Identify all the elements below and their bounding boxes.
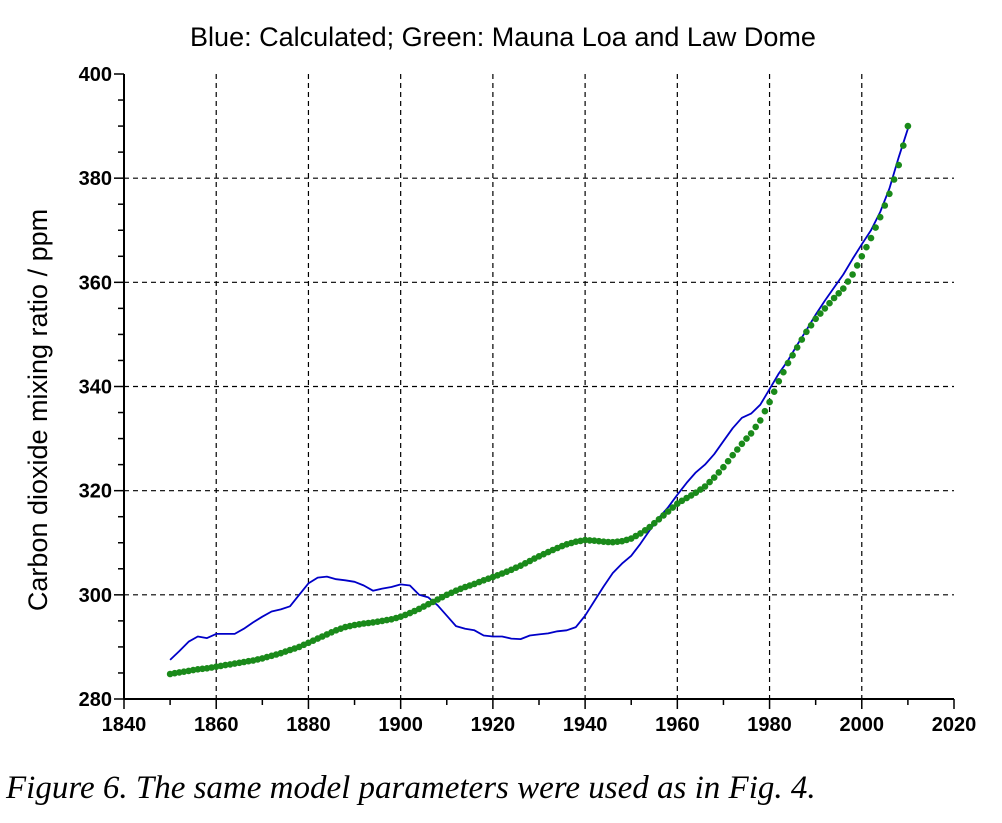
observed-data-point: [849, 271, 856, 278]
observed-data-point: [660, 512, 667, 519]
observed-data-point: [743, 435, 750, 442]
observed-data-point: [641, 527, 649, 534]
observed-data-point: [798, 336, 806, 343]
observed-data-point: [766, 398, 773, 406]
y-tick-label: 320: [79, 481, 112, 503]
observed-data-point: [858, 252, 866, 260]
calculated-series-line: [169, 128, 909, 661]
x-tick-label: 1880: [286, 714, 331, 736]
x-tick-label: 1860: [194, 714, 239, 736]
observed-data-point: [729, 451, 736, 459]
observed-data-point: [821, 305, 829, 312]
observed-data-point: [780, 368, 787, 376]
observed-data-point: [826, 299, 833, 307]
x-tick-label: 2020: [932, 714, 977, 736]
plot-area: [166, 122, 912, 678]
observed-data-point: [724, 457, 732, 465]
observed-data-point: [853, 262, 861, 269]
observed-data-point: [706, 478, 713, 486]
chart-title: Blue: Calculated; Green: Mauna Loa and L…: [190, 22, 816, 52]
y-axis-label: Carbon dioxide mixing ratio / ppm: [23, 209, 53, 611]
observed-data-point: [890, 176, 898, 183]
observed-data-point: [835, 290, 842, 297]
x-tick-label: 1920: [471, 714, 516, 736]
observed-data-point: [872, 224, 879, 231]
observed-data-point: [867, 234, 875, 242]
observed-data-point: [734, 446, 741, 453]
x-tick-label: 1840: [102, 714, 147, 736]
observed-data-point: [895, 161, 902, 169]
x-tick-label: 1980: [747, 714, 792, 736]
x-axis-ticks: 1840 1860 1880 1900 1920 1940 1960 1980 2000 2020: [102, 699, 977, 736]
observed-data-point: [761, 407, 769, 415]
y-tick-label: 340: [79, 377, 112, 399]
observed-series-dots: [166, 122, 912, 678]
observed-data-point: [669, 504, 676, 511]
observed-data-point: [900, 142, 907, 149]
observed-data-point: [738, 440, 746, 448]
observed-data-point: [844, 278, 852, 285]
observed-data-point: [863, 243, 870, 251]
co2-chart: Blue: Calculated; Green: Mauna Loa and L…: [23, 22, 977, 736]
x-tick-label: 1940: [563, 714, 608, 736]
observed-data-point: [701, 483, 709, 490]
x-tick-label: 2000: [840, 714, 885, 736]
observed-data-point: [830, 294, 838, 302]
observed-data-point: [752, 423, 759, 431]
observed-data-point: [646, 523, 653, 531]
x-tick-label: 1900: [378, 714, 423, 736]
figure-caption: Figure 6. The same model parameters were…: [6, 770, 816, 806]
observed-data-point: [710, 474, 718, 481]
y-tick-label: 380: [79, 168, 112, 190]
observed-data-point: [715, 469, 723, 476]
y-axis-ticks: 280 300 320 340 360 380 400: [79, 64, 124, 711]
grid-lines: [124, 74, 954, 699]
observed-data-point: [664, 508, 672, 515]
observed-data-point: [784, 359, 792, 367]
observed-data-point: [757, 417, 764, 424]
observed-data-point: [789, 352, 796, 359]
observed-data-point: [812, 315, 819, 323]
observed-data-point: [807, 322, 815, 329]
observed-data-point: [904, 122, 912, 130]
observed-data-point: [881, 202, 889, 209]
y-tick-label: 280: [79, 689, 112, 711]
y-tick-label: 400: [79, 64, 112, 86]
observed-data-point: [793, 344, 801, 351]
observed-data-point: [720, 463, 727, 471]
observed-data-point: [876, 213, 884, 221]
observed-data-point: [655, 516, 663, 523]
observed-data-point: [637, 530, 644, 537]
observed-data-point: [651, 519, 658, 527]
y-tick-label: 300: [79, 585, 112, 607]
observed-data-point: [775, 378, 783, 385]
observed-data-point: [770, 388, 778, 396]
observed-data-point: [747, 430, 755, 437]
y-tick-label: 360: [79, 272, 112, 294]
observed-data-point: [803, 328, 810, 336]
observed-data-point: [817, 310, 824, 317]
observed-data-point: [840, 285, 847, 292]
observed-data-point: [886, 190, 893, 198]
x-tick-label: 1960: [655, 714, 700, 736]
